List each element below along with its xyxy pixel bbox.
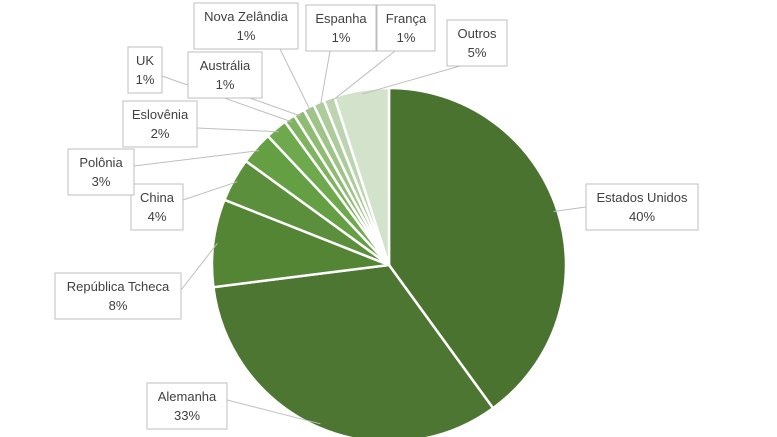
slice-category-label: Espanha (315, 11, 367, 26)
data-label-alemanha: Alemanha 33% (146, 382, 228, 430)
leader-line-nova-zelandia (279, 48, 311, 112)
pie-slice-estados-unidos (387, 86, 568, 410)
data-labels: Estados Unidos 40% Alemanha 33% República Tc… (54, 2, 699, 430)
leader-lines (133, 48, 587, 425)
data-label-polonia: Polônia 3% (67, 148, 135, 196)
pie-slice-republica-tcheca (210, 198, 390, 289)
slice-category-label: China (140, 190, 175, 205)
slice-value-label: 1% (216, 77, 235, 92)
slice-value-label: 8% (109, 298, 128, 313)
leader-line-republica-tcheca (180, 242, 218, 291)
leader-line-uk (161, 75, 292, 123)
data-label-box (585, 183, 699, 231)
data-label-box (193, 2, 299, 50)
slice-category-label: Eslovênia (132, 107, 189, 122)
pie-slices (210, 86, 568, 437)
slice-value-label: 33% (174, 408, 200, 423)
leader-line-franca (330, 50, 396, 103)
data-label-republica-tcheca: República Tcheca 8% (54, 272, 182, 320)
data-label-outros: Outros 5% (446, 19, 508, 67)
data-label-box (376, 4, 436, 52)
data-label-espanha: Espanha 1% (305, 4, 377, 52)
slice-category-label: República Tcheca (67, 279, 170, 294)
leader-line-polonia (133, 150, 260, 167)
leader-line-china (182, 181, 238, 201)
pie-slice-alemanha (212, 263, 495, 437)
slice-value-label: 1% (332, 30, 351, 45)
slice-value-label: 1% (397, 30, 416, 45)
leader-line-australia (249, 97, 302, 117)
data-label-box (130, 183, 184, 231)
slice-category-label: Nova Zelândia (204, 9, 289, 24)
slice-value-label: 2% (151, 126, 170, 141)
pie-slice-outros (332, 86, 391, 266)
slice-category-label: Estados Unidos (596, 190, 688, 205)
data-label-estados-unidos: Estados Unidos 40% (585, 183, 699, 231)
data-label-box (305, 4, 377, 52)
slice-category-label: Polônia (79, 155, 123, 170)
slice-value-label: 1% (237, 28, 256, 43)
slice-category-label: França (386, 11, 427, 26)
data-label-nova-zelandia: Nova Zelândia 1% (193, 2, 299, 50)
data-label-box (446, 19, 508, 67)
slice-category-label: UK (136, 53, 154, 68)
slice-category-label: Austrália (200, 58, 251, 73)
data-label-box (67, 148, 135, 196)
slice-value-label: 40% (629, 209, 655, 224)
slice-value-label: 5% (468, 45, 487, 60)
leader-line-estados-unidos (553, 206, 587, 212)
data-label-franca: França 1% (376, 4, 436, 52)
leader-line-alemanha (226, 399, 321, 425)
data-label-china: China 4% (130, 183, 184, 231)
data-label-uk: UK 1% (127, 46, 163, 94)
leader-line-outros (361, 65, 461, 95)
data-label-box (54, 272, 182, 320)
slice-category-label: Alemanha (158, 389, 217, 404)
data-label-australia: Austrália 1% (187, 51, 263, 99)
leader-line-espanha (319, 50, 331, 107)
slice-value-label: 4% (148, 209, 167, 224)
data-label-box (122, 100, 198, 148)
data-label-box (187, 51, 263, 99)
slice-value-label: 3% (92, 174, 111, 189)
slice-value-label: 1% (136, 72, 155, 87)
data-label-box (146, 382, 228, 430)
slice-category-label: Outros (457, 26, 497, 41)
data-label-eslovenia: Eslovênia 2% (122, 100, 198, 148)
data-label-box (127, 46, 163, 94)
leader-line-eslovenia (196, 127, 279, 133)
